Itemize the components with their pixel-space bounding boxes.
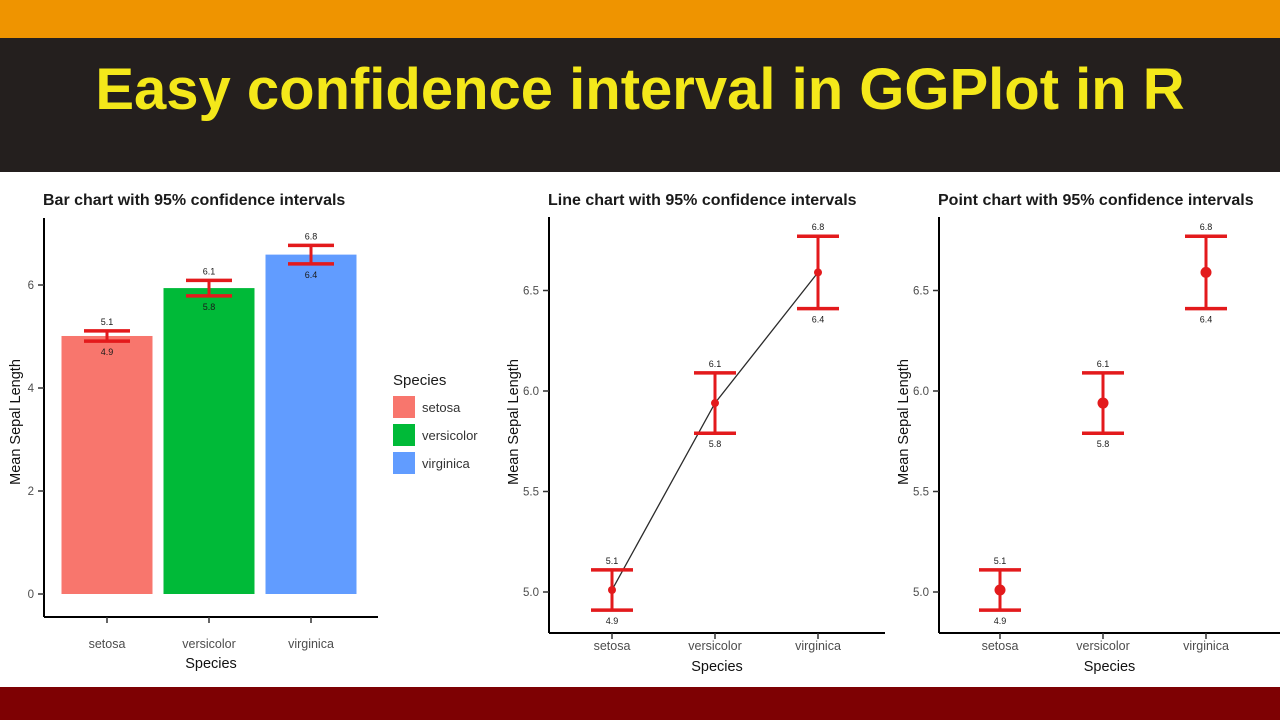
- ci-upper-label: 5.1: [606, 556, 619, 566]
- point-chart: 5.0 5.5 6.0 6.5 setosa versicolor virginica 5.1…: [896, 192, 1280, 675]
- mean-point: [711, 399, 719, 408]
- y-axis-title: Mean Sepal Length: [896, 359, 912, 485]
- charts-area: 0 2 4 6 setosa versicolor virginica 5.1 4.9 6.1 5.…: [0, 172, 1280, 687]
- top-orange-bar: [0, 0, 1280, 38]
- page-title: Easy confidence interval in GGPlot in R: [95, 57, 1185, 122]
- y-tick-label: 6.5: [523, 286, 539, 298]
- legend-item-versicolor: versicolor: [393, 424, 498, 446]
- y-tick-label: 5.0: [523, 587, 539, 599]
- chart-title: Line chart with 95% confidence intervals: [548, 192, 857, 209]
- x-tick-label: setosa: [89, 637, 126, 651]
- legend-label: setosa: [422, 399, 461, 415]
- bar-setosa: [61, 335, 153, 594]
- chart-title: Point chart with 95% confidence interval…: [938, 192, 1254, 209]
- legend-item-virginica: virginica: [393, 452, 498, 474]
- ci-upper-label: 6.1: [709, 359, 722, 369]
- legend-items: setosa versicolor virginica: [393, 396, 498, 474]
- ci-lower-label: 4.9: [606, 616, 619, 626]
- x-tick-label: virginica: [795, 639, 841, 653]
- x-tick-label: versicolor: [688, 639, 742, 653]
- title-banner: Easy confidence interval in GGPlot in R: [0, 38, 1280, 172]
- legend-label: versicolor: [422, 427, 478, 443]
- mean-point: [1200, 266, 1212, 278]
- x-tick-label: virginica: [288, 637, 334, 651]
- ci-upper-label: 6.8: [1200, 222, 1213, 232]
- x-axis-title: Species: [691, 659, 743, 675]
- x-axis-title: Species: [185, 656, 237, 672]
- ci-upper-label: 6.1: [1097, 359, 1110, 369]
- legend-label: virginica: [422, 455, 470, 471]
- ci-lower-label: 6.4: [1200, 315, 1213, 325]
- ci-lower-label: 6.4: [305, 270, 318, 280]
- y-tick-label: 5.0: [913, 587, 929, 599]
- y-tick-label: 5.5: [913, 487, 929, 499]
- bottom-maroon-bar: [0, 687, 1280, 720]
- mean-point: [1097, 397, 1109, 409]
- legend-swatch-virginica: [393, 452, 415, 474]
- ci-lower-label: 4.9: [101, 347, 114, 357]
- ci-lower-label: 5.8: [1097, 439, 1110, 449]
- mean-point: [994, 584, 1006, 596]
- legend-item-setosa: setosa: [393, 396, 498, 418]
- y-tick-label: 4: [28, 383, 35, 395]
- x-tick-label: versicolor: [182, 637, 236, 651]
- ci-lower-label: 6.4: [812, 315, 825, 325]
- bar-chart: 0 2 4 6 setosa versicolor virginica 5.1 4.9 6.1 5.…: [8, 192, 378, 672]
- y-tick-label: 5.5: [523, 487, 539, 499]
- mean-point: [608, 585, 616, 594]
- ci-upper-label: 6.8: [812, 222, 825, 232]
- bar-virginica: [265, 254, 357, 594]
- legend-title: Species: [393, 372, 447, 389]
- legend-swatch-versicolor: [393, 424, 415, 446]
- species-legend: Species setosa versicolor virginica: [393, 372, 498, 480]
- bar-versicolor: [163, 288, 255, 594]
- ci-upper-label: 5.1: [101, 317, 114, 327]
- legend-swatch-setosa: [393, 396, 415, 418]
- y-tick-label: 6.0: [523, 386, 539, 398]
- x-tick-label: versicolor: [1076, 639, 1130, 653]
- y-tick-label: 6.5: [913, 286, 929, 298]
- ci-upper-label: 6.8: [305, 231, 318, 241]
- y-tick-label: 2: [28, 486, 34, 498]
- y-tick-label: 6.0: [913, 386, 929, 398]
- ci-lower-label: 5.8: [709, 439, 722, 449]
- x-axis-title: Species: [1084, 659, 1136, 675]
- ci-lower-label: 4.9: [994, 616, 1007, 626]
- y-tick-label: 6: [28, 280, 34, 292]
- chart-title: Bar chart with 95% confidence intervals: [43, 192, 345, 209]
- ci-upper-label: 5.1: [994, 556, 1007, 566]
- ci-lower-label: 5.8: [203, 302, 216, 312]
- x-tick-label: setosa: [982, 639, 1019, 653]
- ci-upper-label: 6.1: [203, 266, 216, 276]
- x-tick-label: virginica: [1183, 639, 1229, 653]
- y-axis-title: Mean Sepal Length: [8, 359, 24, 485]
- x-tick-label: setosa: [594, 639, 631, 653]
- y-axis-title: Mean Sepal Length: [506, 359, 522, 485]
- mean-point: [814, 268, 822, 277]
- line-chart: 5.0 5.5 6.0 6.5 setosa versicolor virginica 5.1…: [506, 192, 885, 675]
- y-tick-label: 0: [28, 589, 34, 601]
